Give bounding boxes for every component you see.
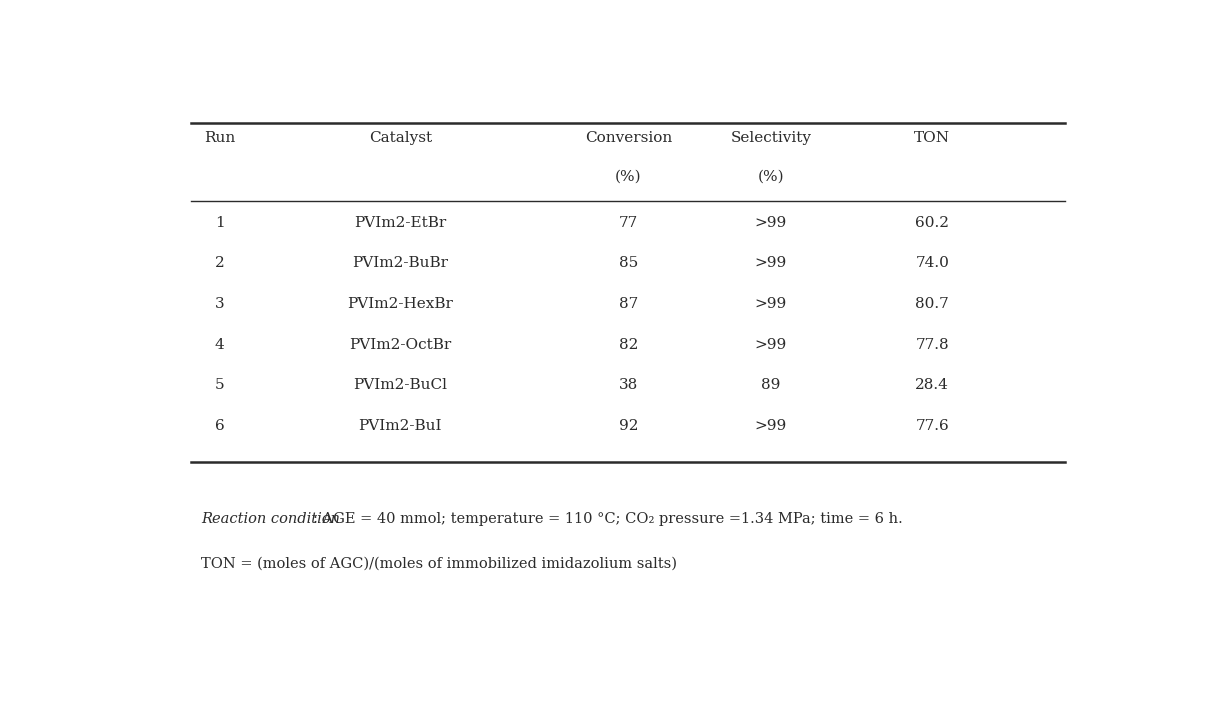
Text: 1: 1 [215,216,224,230]
Text: : AGE = 40 mmol; temperature = 110 °C; CO₂ pressure =1.34 MPa; time = 6 h.: : AGE = 40 mmol; temperature = 110 °C; C… [313,512,902,526]
Text: >99: >99 [755,297,787,311]
Text: Selectivity: Selectivity [731,131,812,145]
Text: >99: >99 [755,256,787,271]
Text: 6: 6 [215,419,224,432]
Text: (%): (%) [615,170,641,184]
Text: (%): (%) [758,170,785,184]
Text: 4: 4 [215,338,224,352]
Text: PVIm2-OctBr: PVIm2-OctBr [349,338,451,352]
Text: PVIm2-BuBr: PVIm2-BuBr [352,256,449,271]
Text: 3: 3 [215,297,224,311]
Text: PVIm2-BuCl: PVIm2-BuCl [353,378,447,392]
Text: 87: 87 [619,297,638,311]
Text: PVIm2-EtBr: PVIm2-EtBr [354,216,446,230]
Text: Conversion: Conversion [585,131,672,145]
Text: 77: 77 [619,216,638,230]
Text: 2: 2 [215,256,224,271]
Text: >99: >99 [755,419,787,432]
Text: 28.4: 28.4 [916,378,949,392]
Text: 85: 85 [619,256,638,271]
Text: PVIm2-HexBr: PVIm2-HexBr [347,297,454,311]
Text: >99: >99 [755,338,787,352]
Text: 77.6: 77.6 [916,419,949,432]
Text: TON: TON [915,131,950,145]
Text: Catalyst: Catalyst [369,131,432,145]
Text: 82: 82 [619,338,638,352]
Text: 89: 89 [761,378,781,392]
Text: 77.8: 77.8 [916,338,949,352]
Text: 80.7: 80.7 [916,297,949,311]
Text: Reaction condition: Reaction condition [201,512,340,526]
Text: 60.2: 60.2 [916,216,949,230]
Text: TON = (moles of AGC)/(moles of immobilized imidazolium salts): TON = (moles of AGC)/(moles of immobiliz… [201,557,677,570]
Text: >99: >99 [755,216,787,230]
Text: Run: Run [205,131,235,145]
Text: 38: 38 [619,378,638,392]
Text: 92: 92 [619,419,638,432]
Text: 74.0: 74.0 [916,256,949,271]
Text: PVIm2-BuI: PVIm2-BuI [358,419,443,432]
Text: 5: 5 [215,378,224,392]
